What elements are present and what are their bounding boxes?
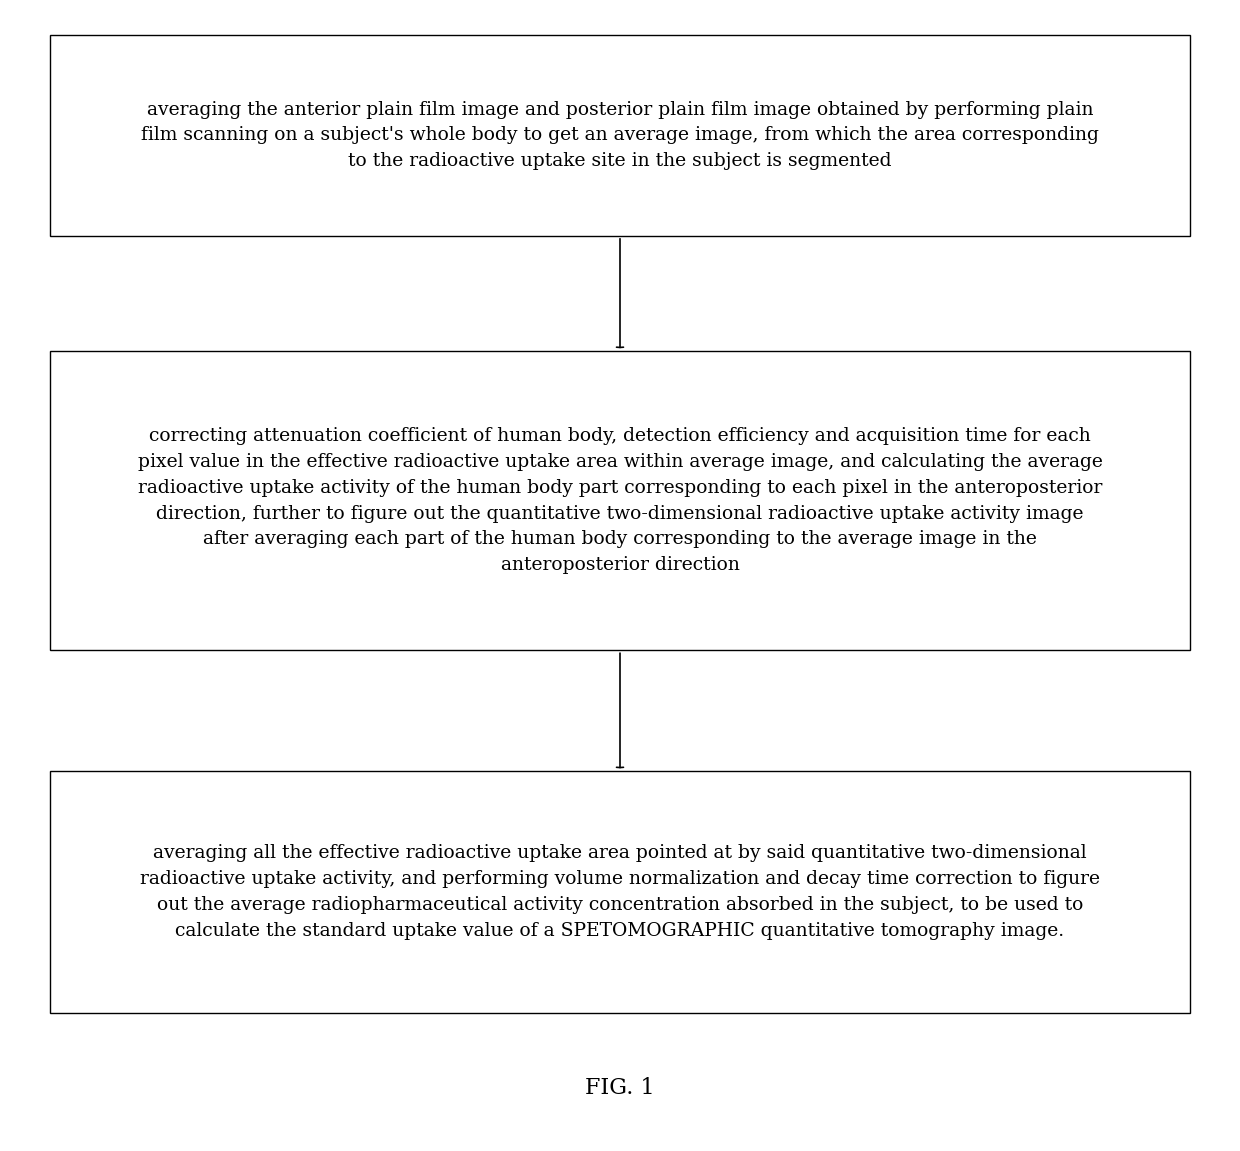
- Text: FIG. 1: FIG. 1: [585, 1076, 655, 1099]
- Text: averaging the anterior plain film image and posterior plain film image obtained : averaging the anterior plain film image …: [141, 100, 1099, 170]
- FancyBboxPatch shape: [50, 35, 1190, 236]
- Text: averaging all the effective radioactive uptake area pointed at by said quantitat: averaging all the effective radioactive …: [140, 845, 1100, 939]
- Text: correcting attenuation coefficient of human body, detection efficiency and acqui: correcting attenuation coefficient of hu…: [138, 427, 1102, 574]
- FancyBboxPatch shape: [50, 351, 1190, 650]
- FancyBboxPatch shape: [50, 771, 1190, 1013]
